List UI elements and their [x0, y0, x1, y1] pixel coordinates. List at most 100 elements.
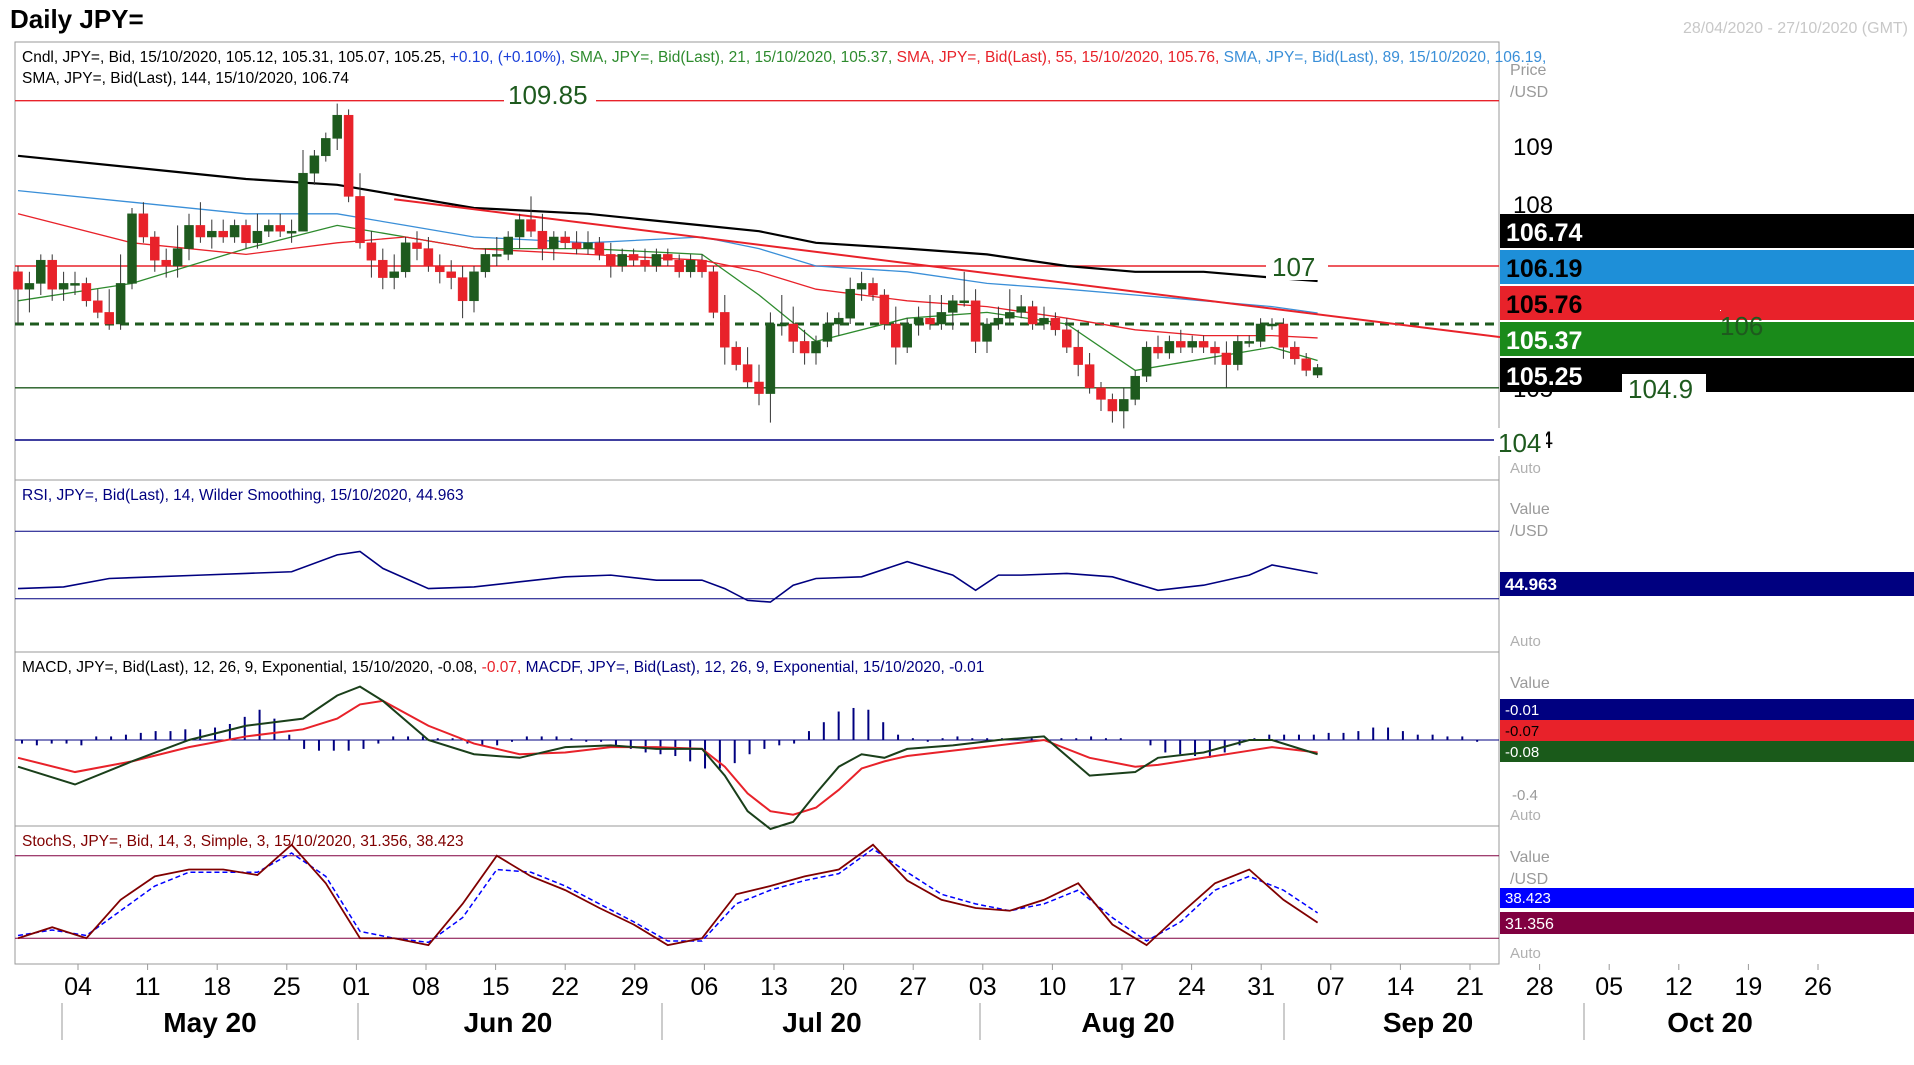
x-month-label-3: Aug 20 [1081, 1007, 1174, 1038]
candle-body-82 [948, 300, 958, 313]
rsi-axis-auto[interactable]: Auto [1510, 633, 1541, 650]
stoch-layer [15, 843, 1499, 947]
label-106-bg [1720, 310, 1721, 311]
x-day-label-3: 25 [273, 973, 301, 1001]
level-label-106: 106 [1720, 311, 1763, 341]
stoch-axis-auto[interactable]: Auto [1510, 945, 1541, 962]
candle-body-84 [970, 300, 981, 342]
legend-part-2: SMA, JPY=, Bid(Last), 21, 15/10/2020, 10… [570, 49, 897, 66]
candle-body-34 [400, 242, 411, 273]
candle-body-50 [583, 242, 593, 249]
price-axis-header: Price [1510, 62, 1547, 79]
rsi-line [17, 550, 1318, 603]
candle-body-104 [1198, 341, 1209, 348]
x-day-label-10: 13 [760, 973, 788, 1001]
rsi-axis-header: Value [1510, 501, 1550, 518]
x-month-label-4: Sep 20 [1383, 1007, 1473, 1038]
candle-body-60 [697, 259, 707, 273]
candle-body-0 [13, 271, 23, 290]
macd-axis-tick: -0.4 [1512, 787, 1538, 804]
candle-body-29 [343, 114, 354, 197]
candle-body-67 [777, 323, 787, 327]
candle-body-5 [70, 283, 80, 286]
macd-axis-header: Value [1510, 675, 1550, 692]
candle-body-28 [332, 114, 342, 139]
candle-body-52 [606, 254, 616, 267]
candle-body-8 [104, 312, 114, 325]
candle-body-17 [207, 230, 217, 238]
legend-part-1: -0.07, [482, 659, 526, 676]
candle-body-36 [423, 248, 434, 267]
rsi-legend: RSI, JPY=, Bid(Last), 14, Wilder Smoothi… [22, 487, 464, 504]
price-axis-auto[interactable]: Auto [1510, 460, 1541, 477]
resistance-trendline [394, 198, 1512, 340]
candle-body-9 [115, 283, 126, 325]
legend-part-1: +0.10, (+0.10%), [450, 49, 570, 66]
label-107-bg [1266, 252, 1328, 280]
rsi-tag-bg [1500, 572, 1914, 596]
rsi-layer [15, 530, 1499, 603]
candle-body-91 [1050, 317, 1061, 331]
stoch-axis-unit: /USD [1510, 871, 1548, 888]
candle-body-15 [184, 225, 194, 249]
macd-tag-2: -0.07 [1505, 723, 1539, 740]
tag-sma55-bg [1500, 286, 1914, 320]
x-month-label-0: May 20 [163, 1007, 256, 1038]
candle-body-20 [241, 225, 251, 244]
candle-body-22 [264, 225, 274, 232]
candle-body-31 [366, 242, 377, 261]
candle-body-54 [628, 254, 639, 261]
candle-body-114 [1312, 367, 1323, 376]
candle-body-46 [537, 230, 548, 249]
candle-body-93 [1073, 346, 1083, 365]
candle-body-57 [663, 254, 673, 261]
candle-body-41 [480, 254, 491, 273]
candle-body-88 [1016, 306, 1026, 313]
level-label-107: 107 [1272, 252, 1315, 282]
candle-body-108 [1244, 341, 1254, 344]
candle-body-48 [560, 236, 570, 244]
candle-body-45 [526, 219, 536, 232]
candle-body-111 [1278, 323, 1289, 348]
candle-body-110 [1267, 323, 1277, 327]
candle-body-113 [1301, 358, 1311, 371]
candle-body-14 [172, 248, 183, 267]
price-legend-line-1: Cndl, JPY=, Bid, 15/10/2020, 105.12, 105… [22, 49, 1546, 66]
label-10985-bg [504, 80, 596, 108]
candle-body-112 [1290, 346, 1300, 360]
stoch-tag-1-bg [1500, 888, 1914, 908]
candle-body-102 [1176, 341, 1186, 348]
stoch-d-line [17, 847, 1319, 944]
tag-sma89-bg [1500, 250, 1914, 284]
x-month-label-1: Jun 20 [464, 1007, 553, 1038]
legend-part-0: Cndl, JPY=, Bid, 15/10/2020, 105.12, 105… [22, 49, 450, 66]
x-day-label-25: 26 [1804, 973, 1832, 1001]
candle-body-24 [286, 230, 297, 234]
candle-body-76 [879, 294, 890, 325]
candle-body-37 [435, 265, 445, 273]
stoch-tag-2-bg [1500, 912, 1914, 934]
candle-body-78 [902, 323, 912, 348]
price-axis-unit: /USD [1510, 84, 1548, 101]
candle-body-55 [640, 259, 650, 267]
macd-axis-auto[interactable]: Auto [1510, 807, 1541, 824]
label-104-bg [1494, 428, 1546, 456]
candle-body-42 [492, 254, 502, 257]
legend-part-4: SMA, JPY=, Bid(Last), 89, 15/10/2020, 10… [1224, 49, 1547, 66]
candle-body-30 [355, 196, 365, 244]
candle-body-6 [81, 283, 92, 302]
tag-sma89: 106.19 [1506, 255, 1582, 283]
candle-body-107 [1233, 341, 1243, 365]
candle-body-2 [36, 259, 46, 284]
candle-body-105 [1210, 346, 1220, 354]
rsi-axis-unit: /USD [1510, 523, 1548, 540]
candle-body-25 [298, 172, 308, 232]
date-range: 28/04/2020 - 27/10/2020 (GMT) [1682, 20, 1908, 37]
x-day-label-18: 07 [1317, 973, 1345, 1001]
candle-body-63 [731, 346, 741, 365]
candle-body-70 [811, 341, 821, 354]
chart-title: Daily JPY= [10, 4, 144, 34]
candle-body-16 [195, 225, 206, 238]
x-day-label-24: 19 [1734, 973, 1762, 1001]
